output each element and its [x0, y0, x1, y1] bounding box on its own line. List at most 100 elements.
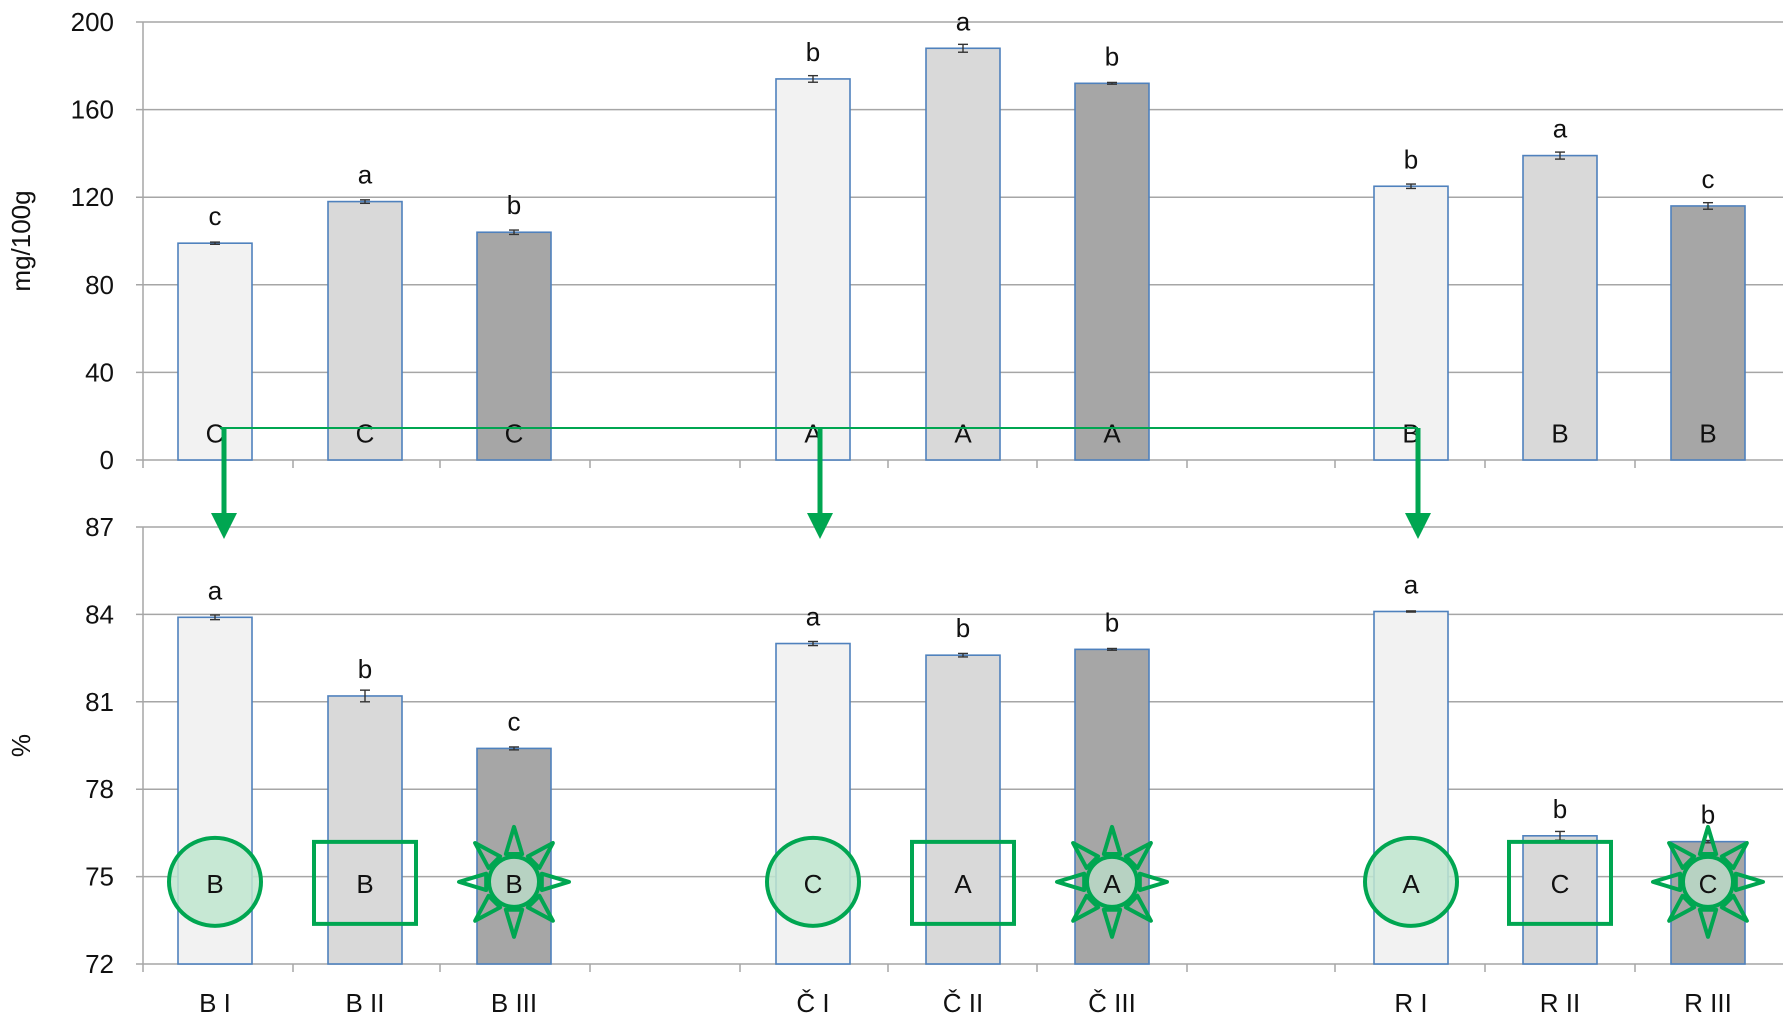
bar — [1373, 185, 1449, 461]
star-marker-core — [1681, 854, 1735, 909]
bar — [1670, 205, 1746, 461]
group-letter: A — [1103, 869, 1121, 899]
star-marker-ray — [1697, 907, 1719, 939]
group-marker-square — [910, 839, 1016, 926]
y-tick-label: 40 — [85, 357, 114, 387]
significance-letter: b — [1701, 800, 1715, 830]
significance-letter: a — [956, 6, 971, 36]
significance-letter: a — [208, 575, 223, 605]
star-marker-ray — [503, 907, 525, 939]
y-tick-label: 84 — [85, 599, 114, 629]
star-marker-ray — [525, 893, 555, 923]
y-tick-label: 160 — [71, 95, 114, 125]
star-marker-core — [1085, 854, 1139, 909]
star-marker-ray — [1071, 893, 1101, 923]
significance-letter: b — [1105, 41, 1119, 71]
star-marker-ray — [1123, 840, 1153, 870]
y-tick-label: 87 — [85, 512, 114, 542]
group-marker-star — [1055, 824, 1169, 939]
x-tick-label: R III — [1684, 988, 1732, 1018]
significance-letter: a — [1553, 114, 1568, 144]
star-marker-ray — [1667, 893, 1697, 923]
x-tick-label: Č I — [796, 988, 829, 1018]
significance-letter: b — [956, 613, 970, 643]
bar — [1074, 82, 1150, 461]
star-marker-ray — [473, 840, 503, 870]
significance-letter: b — [1404, 144, 1418, 174]
significance-letter: b — [1553, 794, 1567, 824]
x-tick-label: B I — [199, 988, 231, 1018]
significance-letter: a — [1404, 569, 1419, 599]
star-marker-ray — [1101, 824, 1123, 857]
significance-letter: c — [508, 706, 521, 736]
bar — [327, 695, 403, 965]
star-marker-ray — [539, 871, 571, 893]
group-letter: C — [804, 869, 823, 899]
group-letter: B — [356, 869, 373, 899]
group-marker-square — [1507, 839, 1613, 926]
star-marker-ray — [1137, 871, 1169, 893]
bar — [327, 200, 403, 461]
y-tick-label: 200 — [71, 7, 114, 37]
group-marker-circle — [765, 835, 861, 928]
arrow-head — [1405, 513, 1431, 539]
group-letter: C — [1699, 869, 1718, 899]
bar — [1074, 648, 1150, 965]
star-marker-ray — [1697, 824, 1719, 857]
bar — [775, 78, 851, 461]
x-tick-label: Č III — [1088, 988, 1136, 1018]
group-letter: A — [1103, 419, 1121, 449]
star-marker-ray — [1071, 840, 1101, 870]
bar — [925, 654, 1001, 965]
x-tick-label: R I — [1394, 988, 1427, 1018]
group-marker-square — [312, 839, 418, 926]
bar — [1522, 835, 1598, 965]
group-marker-star — [1651, 824, 1765, 939]
star-marker-ray — [525, 840, 555, 870]
arrow-head — [807, 513, 833, 539]
star-marker-ray — [1651, 871, 1683, 893]
x-tick-label: Č II — [943, 988, 983, 1018]
y-axis-label: mg/100g — [6, 190, 36, 291]
group-letter: B — [505, 869, 522, 899]
group-letter: B — [1699, 419, 1716, 449]
group-marker-circle — [1363, 835, 1459, 928]
star-marker-ray — [1719, 893, 1749, 923]
significance-letter: b — [507, 190, 521, 220]
y-tick-label: 120 — [71, 182, 114, 212]
star-marker-ray — [1733, 871, 1765, 893]
bar — [925, 47, 1001, 461]
group-marker-circle — [167, 835, 263, 928]
y-tick-label: 78 — [85, 774, 114, 804]
y-tick-label: 80 — [85, 270, 114, 300]
star-marker-ray — [1123, 893, 1153, 923]
group-letter: A — [954, 419, 972, 449]
y-tick-label: 0 — [100, 445, 114, 475]
group-letter: A — [1402, 869, 1420, 899]
star-marker-ray — [473, 893, 503, 923]
star-marker-ray — [1101, 907, 1123, 939]
star-marker-ray — [1719, 840, 1749, 870]
y-tick-label: 75 — [85, 862, 114, 892]
significance-letter: b — [1105, 607, 1119, 637]
significance-letter: b — [358, 654, 372, 684]
bar — [1522, 154, 1598, 461]
star-marker-ray — [457, 871, 489, 893]
group-letter: B — [1402, 419, 1419, 449]
y-tick-label: 81 — [85, 687, 114, 717]
significance-letter: b — [806, 37, 820, 67]
group-letter: A — [954, 869, 972, 899]
arrow-head — [211, 513, 237, 539]
significance-letter: c — [1702, 164, 1715, 194]
x-tick-label: R II — [1540, 988, 1580, 1018]
star-marker-core — [487, 854, 541, 909]
y-axis-label: % — [6, 734, 36, 757]
group-letter: B — [1551, 419, 1568, 449]
significance-letter: c — [209, 201, 222, 231]
group-letter: B — [206, 869, 223, 899]
star-marker-ray — [1055, 871, 1087, 893]
star-marker-ray — [503, 824, 525, 857]
group-letter: C — [356, 419, 375, 449]
